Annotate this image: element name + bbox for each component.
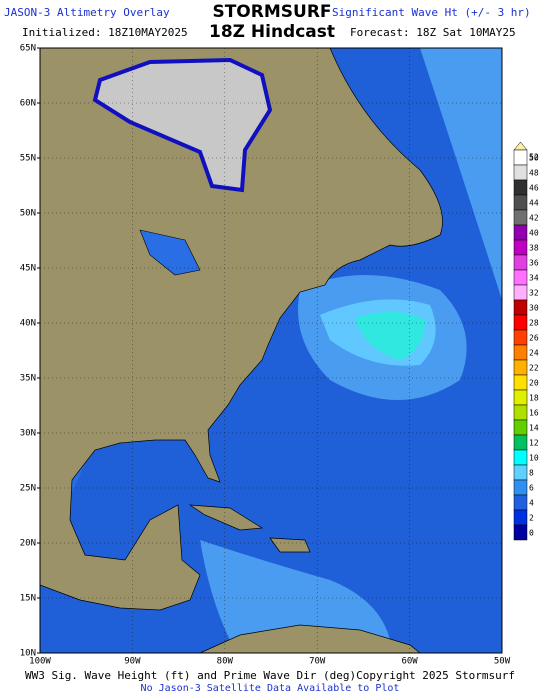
- legend-label: 38: [529, 244, 539, 253]
- legend-label: 8: [529, 469, 534, 478]
- legend-swatch: [513, 179, 528, 196]
- legend-label: 22: [529, 364, 539, 373]
- ocean-peak: [355, 311, 425, 360]
- lat-label: 40N: [20, 319, 36, 329]
- lat-label: 15N: [20, 594, 36, 604]
- legend-label: 26: [529, 334, 539, 343]
- legend-swatch: [513, 524, 528, 541]
- legend-swatch: [513, 239, 528, 256]
- legend-label: 12: [529, 439, 539, 448]
- lat-label: 30N: [20, 429, 36, 439]
- legend-swatch: [513, 224, 528, 241]
- lon-label: 90W: [124, 657, 141, 667]
- legend-swatch: [513, 254, 528, 271]
- lat-label: 35N: [20, 374, 36, 384]
- legend-swatch: [513, 284, 528, 301]
- legend-label: 52: [529, 153, 539, 162]
- legend-swatch: [513, 359, 528, 376]
- legend-swatch: [513, 194, 528, 211]
- legend-swatch: [513, 494, 528, 511]
- legend-swatch: [513, 434, 528, 451]
- legend-swatch: [513, 419, 528, 436]
- color-legend: 5250484644424038363432302826242220181614…: [513, 141, 539, 541]
- legend-swatch: [513, 389, 528, 406]
- legend-label: 10: [529, 454, 539, 463]
- lon-label: 100W: [29, 657, 51, 667]
- legend-label: 24: [529, 349, 539, 358]
- legend-label: 2: [529, 514, 534, 523]
- overlay-title: JASON-3 Altimetry Overlay: [4, 6, 170, 19]
- axes: 65N 60N 55N 50N 45N 40N 35N 30N 25N 20N 15N 10N100W…: [20, 44, 511, 667]
- legend-label: 48: [529, 169, 539, 178]
- init-time: Initialized: 18Z10MAY2025: [22, 26, 188, 39]
- legend-label: 36: [529, 259, 539, 268]
- legend-label: 44: [529, 199, 539, 208]
- lat-label: 20N: [20, 539, 36, 549]
- land-hispaniola: [269, 537, 311, 553]
- lat-label: 55N: [20, 154, 36, 164]
- legend-arrow: [513, 141, 528, 151]
- legend-label: 16: [529, 409, 539, 418]
- greenland-ice: [92, 57, 273, 193]
- legend-label: 0: [529, 529, 534, 538]
- legend-label: 42: [529, 214, 539, 223]
- legend-label: 4: [529, 499, 534, 508]
- note: No Jason-3 Satellite Data Available to P…: [141, 683, 400, 694]
- legend-label: 32: [529, 289, 539, 298]
- legend-label: 14: [529, 424, 539, 433]
- legend-swatch: [513, 404, 528, 421]
- legend-label: 18: [529, 394, 539, 403]
- run: 18Z Hindcast: [209, 22, 335, 42]
- land-north-america: [39, 47, 443, 611]
- legend-label: 46: [529, 184, 539, 193]
- legend-swatch: [513, 269, 528, 286]
- legend-label: 6: [529, 484, 534, 493]
- legend-swatch: [513, 479, 528, 496]
- legend-swatch: [513, 509, 528, 526]
- lon-label: 70W: [309, 657, 326, 667]
- legend-swatch: [513, 374, 528, 391]
- legend-label: 40: [529, 229, 539, 238]
- caption: WW3 Sig. Wave Height (ft) and Prime Wave…: [25, 669, 515, 682]
- parameter: Significant Wave Ht (+/- 3 hr): [332, 6, 531, 19]
- grid: [40, 48, 502, 653]
- legend-label: 30: [529, 304, 539, 313]
- lon-label: 60W: [401, 657, 418, 667]
- legend-swatch: [513, 149, 528, 166]
- legend-label: 28: [529, 319, 539, 328]
- ocean-swell: [200, 540, 390, 640]
- legend-label: 50: [529, 154, 539, 163]
- lat-label: 10N: [20, 649, 36, 659]
- legend-swatch: [513, 164, 528, 181]
- legend-swatch: [513, 449, 528, 466]
- great-lakes: [139, 229, 201, 276]
- legend-label: 20: [529, 379, 539, 388]
- lat-label: 45N: [20, 264, 36, 274]
- legend-label: 34: [529, 274, 539, 283]
- legend-swatch: [513, 329, 528, 346]
- legend-swatch: [513, 299, 528, 316]
- map-frame: [39, 47, 503, 654]
- legend-swatch: [513, 314, 528, 331]
- lat-label: 65N: [20, 44, 36, 54]
- legend-swatch: [513, 344, 528, 361]
- lat-label: 25N: [20, 484, 36, 494]
- brand: STORMSURF: [212, 2, 331, 22]
- map: [39, 47, 503, 654]
- lat-label: 60N: [20, 99, 36, 109]
- lat-label: 50N: [20, 209, 36, 219]
- lon-label: 80W: [217, 657, 234, 667]
- legend-swatch: [513, 209, 528, 226]
- ocean-swell: [420, 48, 502, 300]
- land-cuba: [188, 504, 264, 531]
- lon-label: 50W: [494, 657, 511, 667]
- legend-swatch: [513, 464, 528, 481]
- forecast-time: Forecast: 18Z Sat 10MAY25: [350, 26, 516, 39]
